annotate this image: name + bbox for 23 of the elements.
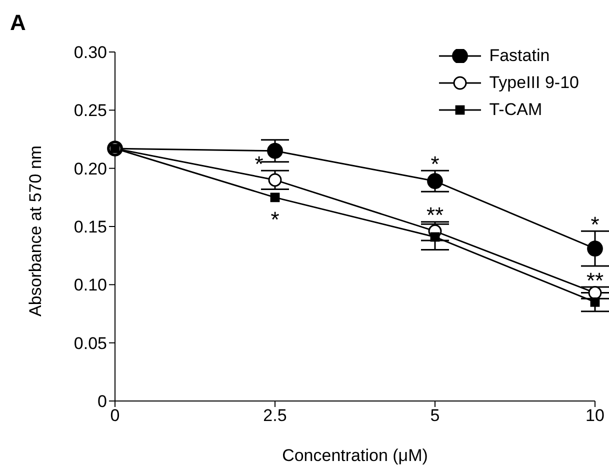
legend-label: T-CAM [489,100,542,120]
annotation: * [254,151,264,176]
y-tick-label: 0 [98,392,107,412]
annotation: ** [586,268,604,293]
y-tick-label: 0.05 [74,334,107,353]
annotation: * [590,212,600,238]
x-tick-label: 5 [430,406,440,426]
x-tick-label: 10 [586,406,604,426]
annotation: * [430,152,440,176]
y-axis-title: Absorbance at 570 nm [26,145,46,316]
x-axis-title: Concentration (μM) [282,446,428,465]
legend-label: Fastatin [489,46,550,66]
y-tick-label: 0.20 [74,159,107,178]
x-tick-label: 0 [110,406,120,426]
y-tick-label: 0.15 [74,218,107,237]
y-tick-label: 0.10 [74,276,107,295]
y-tick-label: 0.25 [74,101,107,120]
y-tick-label: 0.30 [74,43,107,62]
text: A [10,10,26,36]
annotation: ** [426,202,444,228]
legend-label: TypeIII 9-10 [489,72,579,92]
annotation: * [270,207,280,232]
x-tick-label: 2.5 [263,406,287,426]
